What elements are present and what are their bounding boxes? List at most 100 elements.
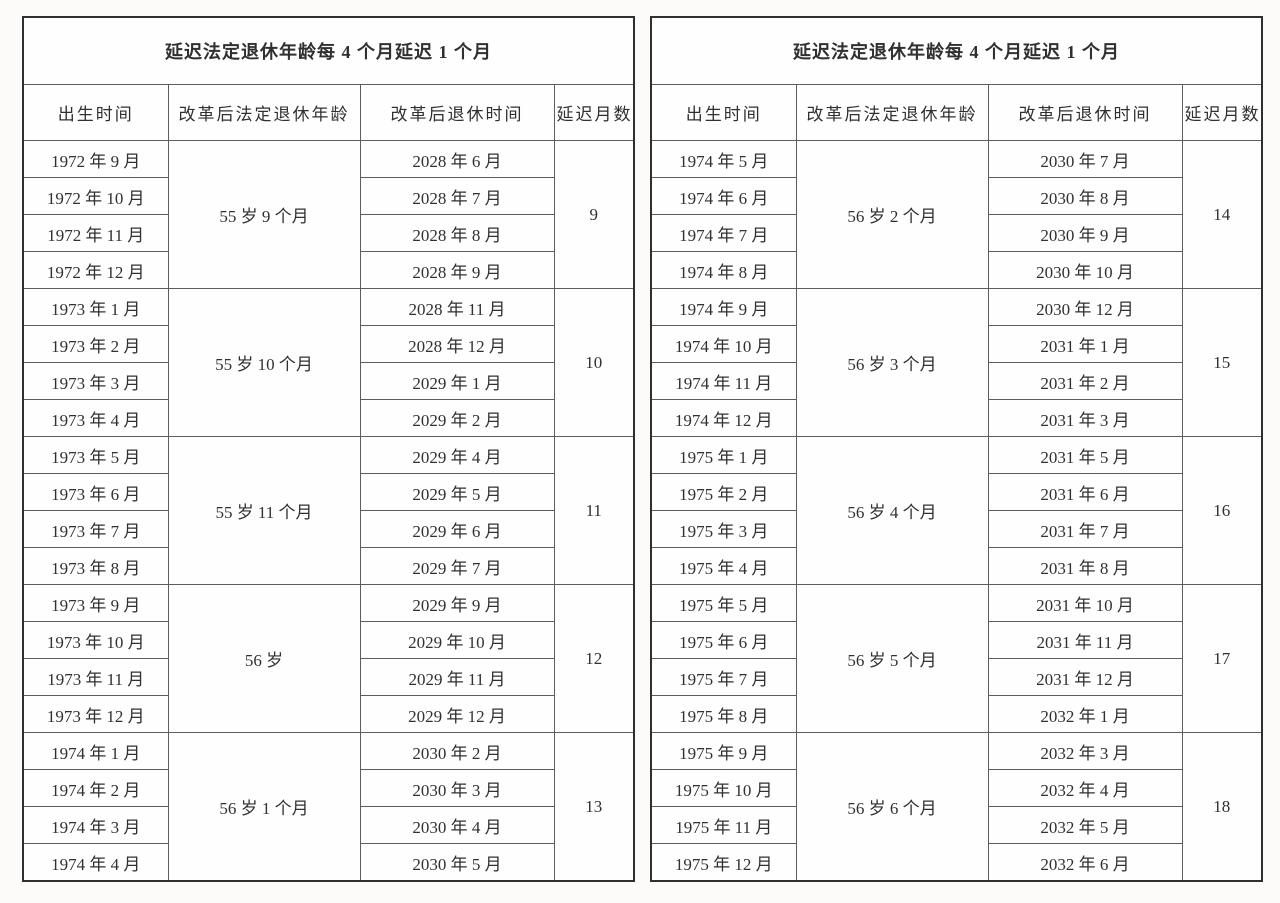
birth-month-cell: 1973 年 5 月 bbox=[22, 436, 169, 474]
delay-months-cell: 10 bbox=[553, 288, 635, 437]
column-header: 改革后法定退休年龄 bbox=[795, 84, 989, 141]
table-row: 1974 年 1 月 56 岁 1 个月 2030 年 2 月 13 bbox=[22, 732, 635, 882]
table-row: 1975 年 9 月 56 岁 6 个月 2032 年 3 月 18 bbox=[650, 732, 1263, 882]
retirement-month-cell: 2028 年 8 月 bbox=[359, 214, 555, 252]
table-row: 1974 年 9 月 56 岁 3 个月 2030 年 12 月 15 bbox=[650, 288, 1263, 437]
table-row: 1975 年 11 月 2032 年 5 月 bbox=[650, 806, 1262, 844]
table-row: 1972 年 10 月 2028 年 7 月 bbox=[22, 177, 634, 215]
birth-month-cell: 1974 年 12 月 bbox=[650, 399, 797, 437]
statutory-retirement-age-cell: 56 岁 4 个月 bbox=[795, 436, 989, 585]
table-row: 1973 年 3 月 2029 年 1 月 bbox=[22, 362, 634, 400]
retirement-month-cell: 2028 年 6 月 bbox=[359, 140, 555, 178]
birth-month-cell: 1973 年 11 月 bbox=[22, 658, 169, 696]
statutory-retirement-age-cell: 56 岁 6 个月 bbox=[795, 732, 989, 882]
delay-months-cell: 12 bbox=[553, 584, 635, 733]
retirement-month-cell: 2032 年 5 月 bbox=[987, 806, 1183, 844]
birth-month-cell: 1973 年 9 月 bbox=[22, 584, 169, 622]
column-header: 延迟月数 bbox=[553, 84, 635, 141]
retirement-month-cell: 2030 年 8 月 bbox=[987, 177, 1183, 215]
table-row: 1975 年 4 月 2031 年 8 月 bbox=[650, 547, 1262, 585]
table-row: 1973 年 9 月 56 岁 2029 年 9 月 12 bbox=[22, 584, 635, 733]
table-row: 1975 年 3 月 2031 年 7 月 bbox=[650, 510, 1262, 548]
table-title: 延迟法定退休年龄每 4 个月延迟 1 个月 bbox=[650, 16, 1263, 85]
birth-month-cell: 1974 年 6 月 bbox=[650, 177, 797, 215]
birth-month-cell: 1974 年 9 月 bbox=[650, 288, 797, 326]
birth-month-cell: 1975 年 3 月 bbox=[650, 510, 797, 548]
table-row: 1972 年 11 月 2028 年 8 月 bbox=[22, 214, 634, 252]
retirement-month-cell: 2029 年 1 月 bbox=[359, 362, 555, 400]
table-row: 1975 年 5 月 56 岁 5 个月 2031 年 10 月 17 bbox=[650, 584, 1263, 733]
retirement-month-cell: 2028 年 7 月 bbox=[359, 177, 555, 215]
birth-month-cell: 1975 年 9 月 bbox=[650, 732, 797, 770]
retirement-month-cell: 2031 年 8 月 bbox=[987, 547, 1183, 585]
retirement-month-cell: 2028 年 9 月 bbox=[359, 251, 555, 289]
table-row: 1975 年 2 月 2031 年 6 月 bbox=[650, 473, 1262, 511]
table-row: 1973 年 10 月 2029 年 10 月 bbox=[22, 621, 634, 659]
retirement-month-cell: 2028 年 11 月 bbox=[359, 288, 555, 326]
table-row: 1973 年 12 月 2029 年 12 月 bbox=[22, 695, 634, 733]
table-row: 1974 年 2 月 2030 年 3 月 bbox=[22, 769, 634, 807]
retirement-month-cell: 2030 年 9 月 bbox=[987, 214, 1183, 252]
table-row: 1975 年 1 月 56 岁 4 个月 2031 年 5 月 16 bbox=[650, 436, 1263, 585]
column-header: 改革后退休时间 bbox=[987, 84, 1183, 141]
table-row: 1972 年 12 月 2028 年 9 月 bbox=[22, 251, 634, 289]
birth-month-cell: 1974 年 11 月 bbox=[650, 362, 797, 400]
table-row: 1975 年 10 月 2032 年 4 月 bbox=[650, 769, 1262, 807]
table-row: 1975 年 7 月 2031 年 12 月 bbox=[650, 658, 1262, 696]
birth-month-cell: 1973 年 10 月 bbox=[22, 621, 169, 659]
retirement-month-cell: 2031 年 3 月 bbox=[987, 399, 1183, 437]
retirement-month-cell: 2029 年 12 月 bbox=[359, 695, 555, 733]
retirement-month-cell: 2031 年 1 月 bbox=[987, 325, 1183, 363]
birth-month-cell: 1973 年 2 月 bbox=[22, 325, 169, 363]
retirement-month-cell: 2031 年 10 月 bbox=[987, 584, 1183, 622]
birth-month-cell: 1975 年 11 月 bbox=[650, 806, 797, 844]
table-row: 1974 年 6 月 2030 年 8 月 bbox=[650, 177, 1262, 215]
table-row: 1973 年 4 月 2029 年 2 月 bbox=[22, 399, 634, 437]
birth-month-cell: 1975 年 8 月 bbox=[650, 695, 797, 733]
statutory-retirement-age-cell: 56 岁 5 个月 bbox=[795, 584, 989, 733]
birth-month-cell: 1975 年 1 月 bbox=[650, 436, 797, 474]
birth-month-cell: 1974 年 3 月 bbox=[22, 806, 169, 844]
birth-month-cell: 1975 年 4 月 bbox=[650, 547, 797, 585]
birth-month-cell: 1973 年 7 月 bbox=[22, 510, 169, 548]
delay-months-cell: 16 bbox=[1181, 436, 1263, 585]
column-header: 出生时间 bbox=[22, 84, 169, 141]
table-row: 1973 年 5 月 55 岁 11 个月 2029 年 4 月 11 bbox=[22, 436, 635, 585]
birth-month-cell: 1974 年 10 月 bbox=[650, 325, 797, 363]
birth-month-cell: 1975 年 2 月 bbox=[650, 473, 797, 511]
birth-month-cell: 1972 年 12 月 bbox=[22, 251, 169, 289]
birth-month-cell: 1973 年 6 月 bbox=[22, 473, 169, 511]
retirement-month-cell: 2031 年 2 月 bbox=[987, 362, 1183, 400]
retirement-table-panel-left: 延迟法定退休年龄每 4 个月延迟 1 个月 出生时间 改革后法定退休年龄 改革后退休时… bbox=[22, 16, 635, 882]
retirement-month-cell: 2030 年 5 月 bbox=[359, 843, 555, 882]
birth-month-cell: 1974 年 5 月 bbox=[650, 140, 797, 178]
birth-month-cell: 1974 年 7 月 bbox=[650, 214, 797, 252]
birth-month-cell: 1975 年 10 月 bbox=[650, 769, 797, 807]
delay-months-cell: 13 bbox=[553, 732, 635, 882]
retirement-month-cell: 2028 年 12 月 bbox=[359, 325, 555, 363]
statutory-retirement-age-cell: 55 岁 10 个月 bbox=[167, 288, 361, 437]
birth-month-cell: 1973 年 3 月 bbox=[22, 362, 169, 400]
retirement-month-cell: 2032 年 3 月 bbox=[987, 732, 1183, 770]
birth-month-cell: 1974 年 1 月 bbox=[22, 732, 169, 770]
birth-month-cell: 1972 年 11 月 bbox=[22, 214, 169, 252]
retirement-month-cell: 2029 年 4 月 bbox=[359, 436, 555, 474]
delay-months-cell: 9 bbox=[553, 140, 635, 289]
retirement-month-cell: 2031 年 12 月 bbox=[987, 658, 1183, 696]
retirement-month-cell: 2030 年 7 月 bbox=[987, 140, 1183, 178]
delay-months-cell: 14 bbox=[1181, 140, 1263, 289]
birth-month-cell: 1972 年 10 月 bbox=[22, 177, 169, 215]
birth-month-cell: 1974 年 4 月 bbox=[22, 843, 169, 882]
column-header: 延迟月数 bbox=[1181, 84, 1263, 141]
table-row: 1975 年 12 月 2032 年 6 月 bbox=[650, 843, 1262, 882]
table-row: 1974 年 3 月 2030 年 4 月 bbox=[22, 806, 634, 844]
statutory-retirement-age-cell: 56 岁 1 个月 bbox=[167, 732, 361, 882]
statutory-retirement-age-cell: 56 岁 3 个月 bbox=[795, 288, 989, 437]
retirement-month-cell: 2030 年 12 月 bbox=[987, 288, 1183, 326]
statutory-retirement-age-cell: 56 岁 2 个月 bbox=[795, 140, 989, 289]
column-header: 出生时间 bbox=[650, 84, 797, 141]
retirement-month-cell: 2029 年 10 月 bbox=[359, 621, 555, 659]
tables-container: 延迟法定退休年龄每 4 个月延迟 1 个月 出生时间 改革后法定退休年龄 改革后退休时… bbox=[22, 16, 1263, 882]
table-row: 1973 年 1 月 55 岁 10 个月 2028 年 11 月 10 bbox=[22, 288, 635, 437]
